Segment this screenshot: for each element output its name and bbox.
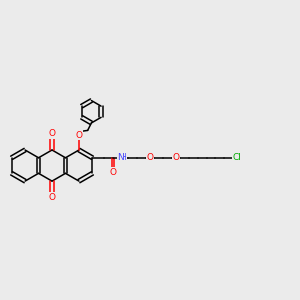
Text: O: O: [49, 193, 56, 202]
Text: H: H: [121, 153, 126, 162]
Text: O: O: [172, 153, 180, 162]
Text: Cl: Cl: [232, 153, 242, 162]
Text: N: N: [117, 153, 124, 162]
Text: O: O: [76, 130, 82, 140]
Text: O: O: [110, 168, 116, 177]
Text: O: O: [49, 129, 56, 138]
Text: O: O: [146, 153, 154, 162]
